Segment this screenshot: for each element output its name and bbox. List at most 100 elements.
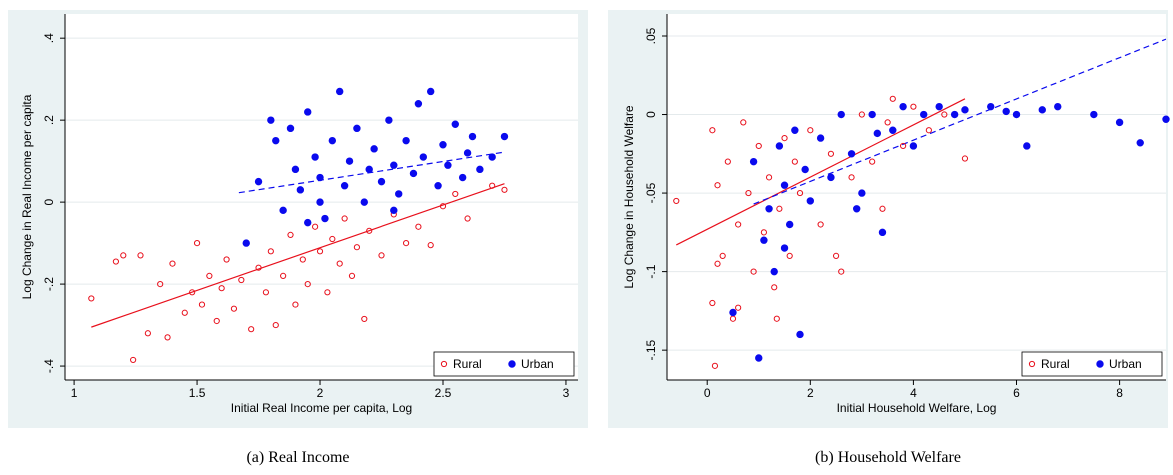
point (925, 127, 932, 134)
point (296, 186, 305, 194)
legend-label: Rural (1041, 357, 1070, 371)
point (780, 244, 789, 252)
point (414, 100, 423, 108)
x-tick-label: 2 (807, 386, 814, 400)
point (1054, 102, 1062, 111)
point (755, 142, 762, 150)
point (780, 181, 789, 189)
point (909, 142, 918, 150)
point (390, 161, 398, 169)
point (935, 102, 943, 111)
point (501, 186, 508, 193)
point (941, 111, 948, 118)
point (316, 248, 324, 255)
point (348, 272, 356, 279)
point (1038, 106, 1046, 114)
point (206, 272, 213, 279)
point (311, 153, 319, 161)
point (365, 165, 373, 174)
point (1136, 139, 1144, 147)
point (272, 321, 279, 329)
point (198, 301, 206, 308)
plot-area (667, 14, 1166, 380)
point (807, 127, 814, 134)
fit-line (238, 151, 505, 194)
point (785, 220, 794, 229)
point (765, 174, 773, 181)
plot-area (65, 14, 578, 380)
point (773, 315, 780, 322)
point (987, 102, 995, 111)
point (304, 218, 312, 227)
point (409, 169, 418, 178)
point (181, 309, 188, 316)
point (353, 124, 361, 133)
point (353, 244, 361, 251)
y-tick-label: -.2 (42, 277, 56, 291)
point (316, 173, 324, 182)
point (458, 173, 467, 182)
x-tick-label: 3 (563, 386, 570, 400)
point (402, 136, 410, 145)
point (439, 141, 447, 149)
caption: (a) Real Income (246, 449, 349, 466)
legend-box (433, 351, 575, 377)
point (801, 165, 809, 174)
point (837, 110, 845, 119)
point (88, 295, 95, 302)
point (1090, 110, 1098, 119)
point (292, 301, 299, 308)
point (395, 190, 403, 198)
point (328, 136, 337, 145)
x-axis-label: Initial Real Income per capita, Log (231, 401, 412, 415)
point (796, 189, 804, 197)
y-tick-label: .2 (42, 115, 56, 125)
point (279, 206, 287, 215)
point (130, 356, 137, 364)
x-axis-label: Initial Household Welfare, Log (837, 401, 997, 415)
point (950, 110, 959, 119)
point (112, 258, 120, 265)
point (817, 221, 824, 228)
x-tick-label: 1.5 (189, 386, 206, 400)
x-tick-label: 0 (704, 386, 711, 400)
point (889, 95, 896, 102)
point (329, 235, 336, 243)
point (816, 134, 825, 142)
point (760, 236, 768, 244)
point (673, 197, 680, 205)
point (858, 189, 866, 197)
y-tick-label: .4 (42, 33, 56, 43)
point (832, 252, 840, 260)
point (415, 223, 422, 230)
caption: (b) Household Welfare (815, 449, 961, 466)
point (791, 158, 798, 165)
point (719, 252, 726, 260)
point (848, 174, 855, 181)
point (735, 304, 742, 311)
legend-label: Urban (1109, 357, 1142, 371)
legend-marker (508, 360, 516, 368)
point (426, 87, 435, 96)
y-tick-label: -.4 (42, 359, 56, 373)
point (878, 228, 887, 237)
point (280, 272, 287, 279)
point (366, 227, 373, 234)
point (476, 165, 484, 174)
point (324, 289, 331, 296)
point (169, 260, 176, 267)
point (164, 334, 171, 341)
point (873, 129, 882, 138)
y-tick-label: 0 (42, 198, 56, 205)
point (791, 126, 799, 134)
point (267, 248, 274, 255)
points (676, 38, 1166, 246)
point (452, 190, 459, 198)
point (341, 215, 348, 222)
point (402, 240, 410, 247)
point (444, 161, 452, 169)
x-tick-label: 6 (1013, 386, 1020, 400)
point (489, 182, 496, 189)
point (1023, 142, 1031, 150)
point (709, 299, 716, 307)
